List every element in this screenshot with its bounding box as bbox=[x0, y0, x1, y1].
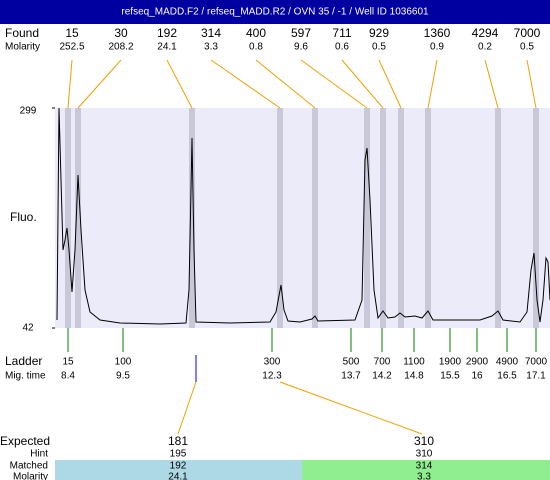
molarity: 252.5 bbox=[59, 42, 84, 53]
matched-value: 192 bbox=[170, 461, 187, 472]
y-tick-label: 42 bbox=[22, 323, 34, 334]
row-label: Matched bbox=[10, 461, 48, 472]
matched-bar-1 bbox=[55, 460, 302, 480]
row-label: Molarity bbox=[13, 472, 48, 480]
mig-time: 14.2 bbox=[372, 371, 392, 382]
peak-band bbox=[312, 108, 318, 328]
ladder-size: 700 bbox=[374, 357, 391, 368]
connector bbox=[255, 59, 316, 109]
connector bbox=[177, 381, 197, 435]
found-size: 192 bbox=[157, 26, 177, 40]
hint-value: 310 bbox=[416, 449, 433, 460]
mig-time: 17.1 bbox=[526, 371, 546, 382]
mig-time: 9.5 bbox=[116, 371, 130, 382]
ladder-size: 300 bbox=[264, 357, 281, 368]
mig-time: 15.5 bbox=[440, 371, 460, 382]
found-size: 400 bbox=[246, 26, 266, 40]
peak-band bbox=[189, 108, 195, 328]
mig-time: 13.7 bbox=[341, 371, 361, 382]
found-label: Found bbox=[5, 26, 39, 40]
found-size: 7000 bbox=[514, 26, 541, 40]
peak-band bbox=[495, 108, 501, 328]
mig-time: 16.5 bbox=[497, 371, 517, 382]
molarity: 208.2 bbox=[108, 42, 133, 53]
mig-time: 16 bbox=[471, 371, 483, 382]
molarity: 9.6 bbox=[294, 42, 308, 53]
mig-time-label: Mig. time bbox=[5, 371, 46, 382]
expected-value: 310 bbox=[414, 434, 434, 448]
molarity-value: 3.3 bbox=[417, 472, 431, 480]
ladder-size: 15 bbox=[62, 357, 74, 368]
molarity: 0.8 bbox=[249, 42, 263, 53]
ladder-size: 2900 bbox=[466, 357, 489, 368]
row-label: Expected bbox=[0, 434, 50, 448]
ladder-size: 1900 bbox=[439, 357, 462, 368]
ladder-size: 1100 bbox=[403, 357, 425, 368]
found-size: 30 bbox=[114, 26, 128, 40]
ladder-label: Ladder bbox=[5, 354, 42, 368]
found-size: 929 bbox=[369, 26, 389, 40]
molarity: 0.2 bbox=[478, 42, 492, 53]
molarity: 0.9 bbox=[430, 42, 444, 53]
peak-band bbox=[75, 108, 81, 328]
found-size: 711 bbox=[332, 26, 351, 40]
hint-value: 195 bbox=[170, 449, 187, 460]
molarity: 0.6 bbox=[335, 42, 349, 53]
peak-band bbox=[364, 108, 370, 328]
connector bbox=[526, 59, 537, 109]
connector bbox=[378, 59, 402, 109]
connector bbox=[300, 59, 368, 109]
found-size: 15 bbox=[65, 26, 79, 40]
ladder-size: 500 bbox=[343, 357, 360, 368]
plot-area bbox=[55, 108, 550, 328]
mig-time: 14.8 bbox=[404, 371, 424, 382]
connector bbox=[427, 59, 438, 109]
title-bar bbox=[0, 0, 550, 24]
y-tick-label: 299 bbox=[20, 106, 37, 117]
peak-band bbox=[425, 108, 431, 328]
molarity-value: 24.1 bbox=[168, 472, 188, 480]
trace bbox=[56, 107, 550, 325]
connector bbox=[77, 59, 122, 109]
molarity: 0.5 bbox=[520, 42, 534, 53]
found-size: 314 bbox=[201, 26, 221, 40]
mig-time: 8.4 bbox=[61, 371, 75, 382]
matched-value: 314 bbox=[416, 461, 433, 472]
ladder-size: 100 bbox=[115, 357, 132, 368]
peak-band bbox=[398, 108, 404, 328]
molarity: 3.3 bbox=[204, 42, 218, 53]
title: refseq_MADD.F2 / refseq_MADD.R2 / OVN 35… bbox=[121, 7, 429, 18]
connector bbox=[341, 59, 384, 109]
molarity-label: Molarity bbox=[5, 42, 40, 53]
found-size: 597 bbox=[291, 26, 311, 40]
peak-band bbox=[380, 108, 386, 328]
connector bbox=[484, 59, 499, 109]
peak-band bbox=[277, 108, 283, 328]
matched-bar-2 bbox=[302, 460, 550, 480]
expected-value: 181 bbox=[168, 434, 188, 448]
found-size: 1360 bbox=[424, 26, 451, 40]
molarity: 24.1 bbox=[157, 42, 177, 53]
row-label: Hint bbox=[30, 449, 48, 460]
mig-time: 12.3 bbox=[262, 371, 282, 382]
found-size: 4294 bbox=[472, 26, 499, 40]
y-label: Fluo. bbox=[10, 210, 37, 224]
ladder-size: 7000 bbox=[525, 357, 548, 368]
connector bbox=[279, 381, 423, 435]
peak-band bbox=[533, 108, 539, 328]
ladder-size: 4900 bbox=[496, 357, 519, 368]
peak-band bbox=[65, 108, 71, 328]
connector bbox=[210, 59, 281, 109]
connector bbox=[67, 59, 73, 109]
connector bbox=[166, 59, 193, 109]
molarity: 0.5 bbox=[372, 42, 386, 53]
